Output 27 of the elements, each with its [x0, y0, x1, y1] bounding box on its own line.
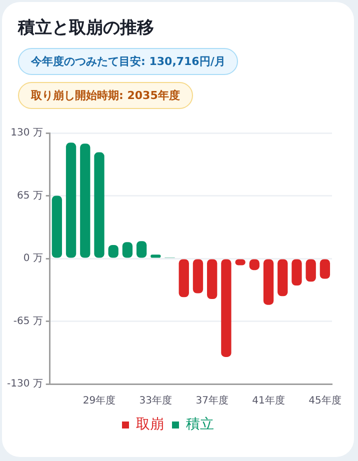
y-tick-label: -65 万 [13, 316, 43, 327]
bar [52, 196, 62, 258]
text: 今年度のつみたて目安: 130,716円/月 [18, 48, 238, 75]
x-tick-label: 29年度 [82, 394, 116, 407]
bar [80, 144, 90, 258]
text: 取り崩し開始時期: 2035年度 [18, 82, 193, 109]
legend-label: 積立 [186, 416, 214, 433]
x-tick-label: 33年度 [139, 394, 172, 407]
y-tick-label: 130 万 [10, 128, 43, 139]
x-tick-label: 37年度 [196, 394, 228, 407]
bar [192, 259, 204, 294]
bar [292, 259, 302, 286]
bar [178, 259, 189, 298]
bar [207, 259, 218, 300]
legend-label: 取崩 [136, 416, 164, 433]
x-tick-label: 41年度 [252, 394, 285, 407]
bar [221, 259, 232, 357]
chart-title: 積立と取崩の推移 [18, 17, 154, 39]
y-tick-label: -130 万 [7, 378, 43, 390]
bar [66, 142, 76, 258]
bar [278, 259, 288, 296]
y-tick-label: 65 万 [16, 190, 43, 202]
bar [94, 152, 104, 258]
x-tick-label: 45年度 [308, 394, 342, 407]
bar [306, 259, 316, 282]
y-tick-label: 0 万 [23, 253, 43, 264]
bar [263, 259, 274, 305]
